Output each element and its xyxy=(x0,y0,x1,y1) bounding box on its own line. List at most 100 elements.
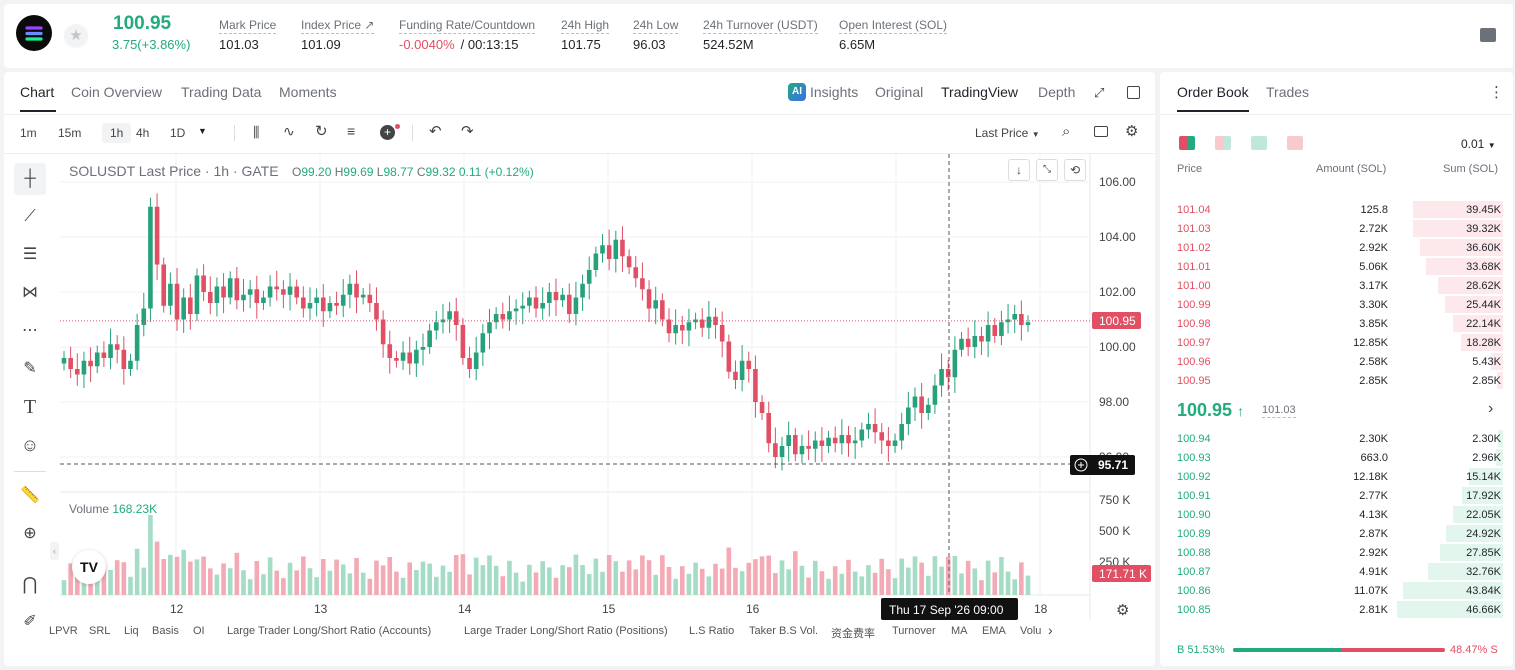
indicator-tab[interactable]: Volu xyxy=(1020,625,1042,637)
tab-coin-overview[interactable]: Coin Overview xyxy=(71,84,163,100)
orderbook-row[interactable]: 100.98 3.85K 22.14K xyxy=(1177,315,1503,334)
tab-moments[interactable]: Moments xyxy=(279,84,337,100)
timeframe-15m[interactable]: 15m xyxy=(58,126,82,140)
candle-type-icon[interactable]: ⫼ xyxy=(253,124,260,140)
price-type-select[interactable]: Last Price ▼ xyxy=(975,126,1040,140)
indicators-icon[interactable]: ∿ xyxy=(283,123,295,139)
redo-icon[interactable]: ↷ xyxy=(461,123,474,140)
add-alert-icon[interactable] xyxy=(1074,458,1088,472)
expand-icon[interactable]: ⤢ xyxy=(1094,85,1105,100)
orderbook-row[interactable]: 100.87 4.91K 32.76K xyxy=(1177,563,1503,582)
trend-line-tool-icon[interactable]: ⟋ xyxy=(24,208,36,225)
favorite-star-icon[interactable]: ★ xyxy=(64,24,88,48)
view-original[interactable]: Original xyxy=(875,84,924,100)
search-icon[interactable]: ⌕ xyxy=(1062,123,1071,140)
more-timeframes-chevron-icon[interactable]: ▼ xyxy=(198,126,207,136)
indicator-tab[interactable]: Basis xyxy=(152,625,179,637)
window-icon[interactable] xyxy=(1127,86,1140,99)
row-amount: 3.17K xyxy=(1359,280,1388,292)
timeframe-1h[interactable]: 1h xyxy=(102,123,132,143)
precision-select[interactable]: 0.01 ▼ xyxy=(1461,137,1496,151)
orderbook-row[interactable]: 100.95 2.85K 2.85K xyxy=(1177,372,1503,391)
orderbook-row[interactable]: 100.97 12.85K 18.28K xyxy=(1177,334,1503,353)
template-icon[interactable]: ≡ xyxy=(347,123,356,139)
orderbook-row[interactable]: 100.99 3.30K 25.44K xyxy=(1177,296,1503,315)
indicator-tab[interactable]: LPVR xyxy=(49,625,78,637)
orderbook-row[interactable]: 101.03 2.72K 39.32K xyxy=(1177,220,1503,239)
mid-chevron-right-icon[interactable]: › xyxy=(1488,400,1494,417)
tab-trades[interactable]: Trades xyxy=(1266,84,1310,100)
book-view-bids-icon[interactable] xyxy=(1251,136,1267,150)
tab-order-book[interactable]: Order Book xyxy=(1177,84,1249,100)
timeframe-1m[interactable]: 1m xyxy=(20,126,37,140)
view-depth[interactable]: Depth xyxy=(1038,84,1076,100)
notebook-icon[interactable] xyxy=(1480,28,1496,42)
chart-settings-icon[interactable]: ⚙ xyxy=(1116,602,1130,619)
text-tool-icon[interactable]: T xyxy=(23,396,37,418)
pattern-tool-icon[interactable]: ⋈ xyxy=(22,284,38,301)
indicator-tab[interactable]: Taker B.S Vol. xyxy=(749,625,819,637)
tab-chart[interactable]: Chart xyxy=(20,84,55,100)
parallel-lines-tool-icon[interactable]: ☰ xyxy=(22,246,38,263)
ai-insights-icon[interactable]: AI xyxy=(788,83,806,101)
book-view-asks-icon[interactable] xyxy=(1287,136,1303,150)
scroll-down-icon[interactable]: ↓ xyxy=(1008,159,1030,181)
orderbook-row[interactable]: 100.94 2.30K 2.30K xyxy=(1177,430,1503,449)
ruler-tool-icon[interactable]: 📏 xyxy=(20,487,40,504)
indicators-next-icon[interactable]: › xyxy=(1048,622,1053,638)
orderbook-row[interactable]: 100.90 4.13K 22.05K xyxy=(1177,506,1503,525)
brush-tool-icon[interactable]: ✎ xyxy=(23,360,37,377)
indicator-tab[interactable]: EMA xyxy=(982,625,1006,637)
tradingview-logo-icon[interactable]: TV xyxy=(72,550,106,584)
indicator-tab[interactable]: SRL xyxy=(89,625,111,637)
more-options-icon[interactable]: ⋮ xyxy=(1489,84,1504,101)
crosshair-tool-icon[interactable]: ┼ xyxy=(14,163,46,195)
book-view-alt-icon[interactable] xyxy=(1215,136,1231,150)
collapse-icon[interactable]: ⤡ xyxy=(1036,159,1058,181)
orderbook-row[interactable]: 100.91 2.77K 17.92K xyxy=(1177,487,1503,506)
orderbook-row[interactable]: 100.92 12.18K 15.14K xyxy=(1177,468,1503,487)
indicator-tab[interactable]: Turnover xyxy=(892,625,936,637)
indicator-tab[interactable]: OI xyxy=(193,625,205,637)
orderbook-row[interactable]: 101.04 125.8 39.45K xyxy=(1177,201,1503,220)
orderbook-row[interactable]: 101.01 5.06K 33.68K xyxy=(1177,258,1503,277)
indicator-tab[interactable]: MA xyxy=(951,625,968,637)
volume-bar xyxy=(513,572,519,595)
orderbook-row[interactable]: 100.86 11.07K 43.84K xyxy=(1177,582,1503,601)
orderbook-row[interactable]: 100.96 2.58K 5.43K xyxy=(1177,353,1503,372)
undo-icon[interactable]: ↶ xyxy=(429,123,442,140)
orderbook-row[interactable]: 101.00 3.17K 28.62K xyxy=(1177,277,1503,296)
tab-trading-data[interactable]: Trading Data xyxy=(181,84,262,100)
stat-label[interactable]: Index Price ↗ xyxy=(301,18,375,34)
pencil-tool-icon[interactable]: ✐ xyxy=(23,613,37,630)
timeframe-4h[interactable]: 4h xyxy=(136,126,150,140)
magnet-tool-icon[interactable]: ⋂ xyxy=(22,574,38,594)
divider xyxy=(412,125,413,141)
indicator-tab[interactable]: Large Trader Long/Short Ratio (Accounts) xyxy=(227,625,432,637)
orderbook-row[interactable]: 100.89 2.87K 24.92K xyxy=(1177,525,1503,544)
timeframe-1D[interactable]: 1D xyxy=(170,126,186,140)
view-insights[interactable]: Insights xyxy=(810,84,859,100)
camera-icon[interactable] xyxy=(1094,126,1108,137)
indicator-tab[interactable]: Large Trader Long/Short Ratio (Positions… xyxy=(464,625,668,637)
fib-tool-icon[interactable]: ⋯ xyxy=(22,322,38,339)
stat-label[interactable]: Funding Rate/Countdown xyxy=(399,18,536,34)
indicator-tab[interactable]: L.S Ratio xyxy=(689,625,735,637)
settings-gear-icon[interactable]: ⚙ xyxy=(1125,123,1139,140)
orderbook-row[interactable]: 100.85 2.81K 46.66K xyxy=(1177,601,1503,620)
orderbook-row[interactable]: 101.02 2.92K 36.60K xyxy=(1177,239,1503,258)
refresh-icon[interactable]: ↻ xyxy=(315,123,328,140)
emoji-tool-icon[interactable]: ☺ xyxy=(20,435,40,455)
orderbook-row[interactable]: 100.93 663.0 2.96K xyxy=(1177,449,1503,468)
indicator-tab[interactable]: 资金费率 xyxy=(831,628,875,640)
view-tradingview[interactable]: TradingView xyxy=(941,84,1019,100)
collapse-toolbar-icon[interactable]: ‹ xyxy=(50,542,59,560)
indicator-tab[interactable]: Liq xyxy=(124,625,139,637)
candle-body xyxy=(773,443,778,457)
reset-view-icon[interactable]: ⟲ xyxy=(1064,159,1086,181)
zoom-in-tool-icon[interactable]: ⊕ xyxy=(23,525,37,542)
add-indicator-icon[interactable]: + xyxy=(380,125,395,140)
book-view-both-icon[interactable] xyxy=(1179,136,1195,150)
orderbook-row[interactable]: 100.88 2.92K 27.85K xyxy=(1177,544,1503,563)
